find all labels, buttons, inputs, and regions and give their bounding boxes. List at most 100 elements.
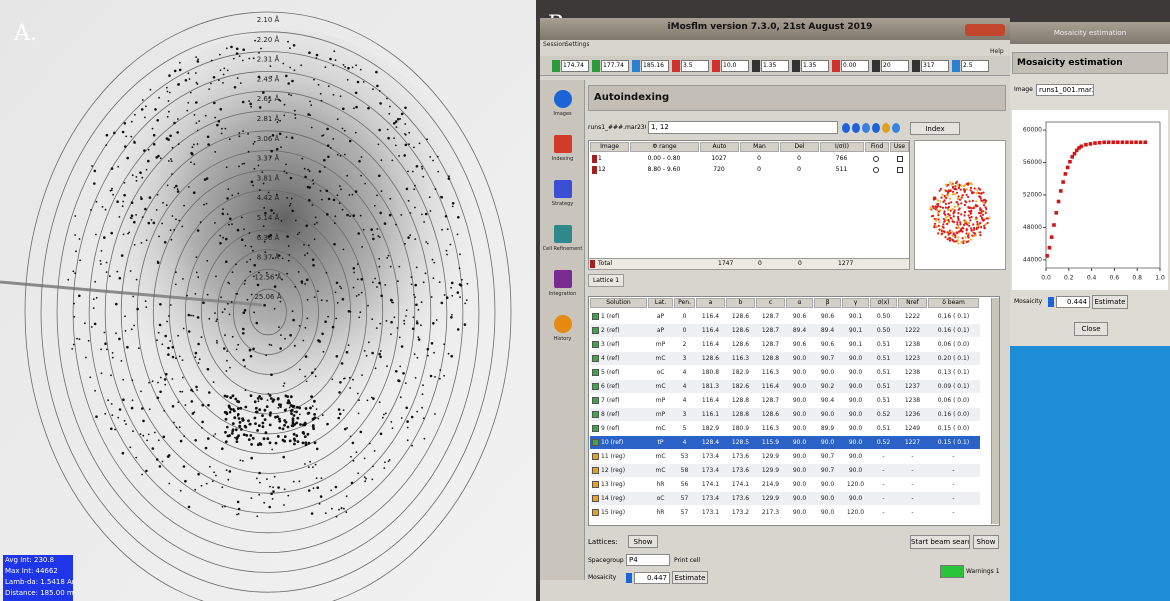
solution-cell[interactable]: 90.0 — [786, 380, 813, 393]
solution-icon[interactable] — [592, 495, 599, 502]
solution-cell[interactable]: 0.51 — [870, 380, 897, 393]
estimate-button[interactable]: Estimate — [672, 571, 708, 584]
images-field[interactable]: 1, 12 — [648, 121, 838, 134]
solution-cell[interactable]: 90.0 — [786, 464, 813, 477]
find-toggle[interactable] — [873, 167, 879, 173]
solution-cell[interactable]: aP — [648, 310, 673, 323]
solution-cell[interactable]: 90.0 — [786, 450, 813, 463]
solution-cell[interactable]: 128.8 — [726, 394, 755, 407]
solution-cell[interactable]: 4 (ref) — [601, 352, 648, 365]
solution-cell[interactable]: 90.0 — [814, 506, 841, 519]
solution-cell[interactable]: mC — [648, 380, 673, 393]
solution-cell[interactable]: 128.7 — [756, 310, 785, 323]
use-checkbox[interactable] — [897, 156, 903, 162]
solution-cell[interactable]: 90.0 — [842, 464, 869, 477]
solution-cell[interactable]: 56 — [674, 478, 695, 491]
solution-cell[interactable]: 214.9 — [756, 478, 785, 491]
warnings-label[interactable]: Warnings 1 — [966, 565, 1006, 578]
solution-cell[interactable]: 120.0 — [842, 506, 869, 519]
solution-cell[interactable]: 90.7 — [814, 464, 841, 477]
toolbar-field[interactable]: 174.74 — [561, 60, 589, 72]
sidebar-label[interactable]: Strategy — [540, 201, 585, 210]
solution-cell[interactable]: 1222 — [898, 324, 927, 337]
solution-cell[interactable]: 0.20 ( 0.1) — [928, 352, 979, 365]
solution-cell[interactable]: 10 (ref) — [601, 436, 648, 449]
solution-cell[interactable]: - — [898, 492, 927, 505]
solution-cell[interactable]: 90.0 — [786, 436, 813, 449]
solution-cell[interactable]: 128.4 — [696, 436, 725, 449]
menu-item[interactable]: Settings — [565, 41, 589, 51]
solution-cell[interactable]: 6 (ref) — [601, 380, 648, 393]
toolbar-field[interactable]: 185.16 — [641, 60, 669, 72]
solution-cell[interactable]: 3 — [674, 408, 695, 421]
solution-cell[interactable]: 90.6 — [786, 310, 813, 323]
solution-cell[interactable]: - — [870, 492, 897, 505]
toolbar-field[interactable]: 177.74 — [601, 60, 629, 72]
solution-cell[interactable]: 90.0 — [786, 422, 813, 435]
spacegroup-select[interactable]: P4 — [626, 554, 670, 566]
solution-cell[interactable]: 90.0 — [786, 352, 813, 365]
solution-cell[interactable]: 90.0 — [842, 492, 869, 505]
solution-cell[interactable]: 90.0 — [814, 408, 841, 421]
sidebar-label[interactable]: Integration — [540, 291, 585, 300]
solution-cell[interactable]: 173.1 — [696, 506, 725, 519]
solution-cell[interactable]: 0.51 — [870, 352, 897, 365]
solution-icon[interactable] — [592, 383, 599, 390]
solution-cell[interactable]: oC — [648, 366, 673, 379]
solution-icon[interactable] — [592, 467, 599, 474]
solution-cell[interactable]: 116.4 — [756, 380, 785, 393]
solution-cell[interactable]: 1236 — [898, 408, 927, 421]
solution-cell[interactable]: - — [870, 450, 897, 463]
solution-cell[interactable]: 3 (ref) — [601, 338, 648, 351]
solution-cell[interactable]: 128.6 — [726, 324, 755, 337]
estimate-button[interactable]: Estimate — [1092, 295, 1128, 309]
solution-cell[interactable]: 0.06 ( 0.0) — [928, 394, 979, 407]
solution-cell[interactable]: 5 — [674, 422, 695, 435]
solution-cell[interactable]: 90.6 — [786, 338, 813, 351]
sidebar-label[interactable]: Images — [540, 111, 585, 120]
solution-cell[interactable]: 4 — [674, 394, 695, 407]
solution-icon[interactable] — [592, 313, 599, 320]
solution-cell[interactable]: 128.8 — [726, 408, 755, 421]
solution-cell[interactable]: 90.0 — [786, 408, 813, 421]
solution-cell[interactable]: 0.16 ( 0.1) — [928, 324, 979, 337]
solution-icon[interactable] — [592, 327, 599, 334]
solution-cell[interactable]: mP — [648, 408, 673, 421]
mosaicity-field[interactable]: 0.447 — [634, 572, 670, 584]
sidebar-label[interactable]: Indexing — [540, 156, 585, 165]
solution-cell[interactable]: aP — [648, 324, 673, 337]
solution-cell[interactable]: 1238 — [898, 366, 927, 379]
solution-cell[interactable]: 90.7 — [814, 352, 841, 365]
solution-icon[interactable] — [592, 481, 599, 488]
solution-cell[interactable]: mC — [648, 450, 673, 463]
solution-cell[interactable]: 90.0 — [842, 450, 869, 463]
solution-cell[interactable]: - — [898, 450, 927, 463]
solution-cell[interactable]: 90.0 — [814, 492, 841, 505]
solution-cell[interactable]: 90.0 — [842, 394, 869, 407]
solution-cell[interactable]: 120.0 — [842, 478, 869, 491]
solution-cell[interactable]: - — [898, 506, 927, 519]
solution-cell[interactable]: 0.16 ( 0.0) — [928, 408, 979, 421]
solution-cell[interactable]: mC — [648, 422, 673, 435]
solution-cell[interactable]: 0.06 ( 0.0) — [928, 338, 979, 351]
solution-cell[interactable]: 115.9 — [756, 436, 785, 449]
solution-cell[interactable]: 128.8 — [756, 352, 785, 365]
solution-icon[interactable] — [592, 397, 599, 404]
lattice-tab[interactable]: Lattice 1 — [588, 274, 624, 287]
solution-cell[interactable]: 7 (ref) — [601, 394, 648, 407]
solution-cell[interactable]: 57 — [674, 492, 695, 505]
solution-cell[interactable]: 90.7 — [814, 450, 841, 463]
solution-cell[interactable]: 90.1 — [842, 338, 869, 351]
solution-cell[interactable]: 116.4 — [696, 324, 725, 337]
solution-cell[interactable]: 128.6 — [756, 408, 785, 421]
solution-cell[interactable]: 182.9 — [726, 366, 755, 379]
solution-cell[interactable]: 173.4 — [696, 464, 725, 477]
solution-cell[interactable]: 0 — [674, 310, 695, 323]
solution-cell[interactable]: 3 — [674, 352, 695, 365]
solution-cell[interactable]: 181.3 — [696, 380, 725, 393]
show-beam-button[interactable]: Show — [973, 535, 999, 549]
solution-cell[interactable]: 57 — [674, 506, 695, 519]
sidebar-icon[interactable] — [554, 180, 572, 198]
solution-cell[interactable]: - — [898, 464, 927, 477]
solution-icon[interactable] — [592, 341, 599, 348]
